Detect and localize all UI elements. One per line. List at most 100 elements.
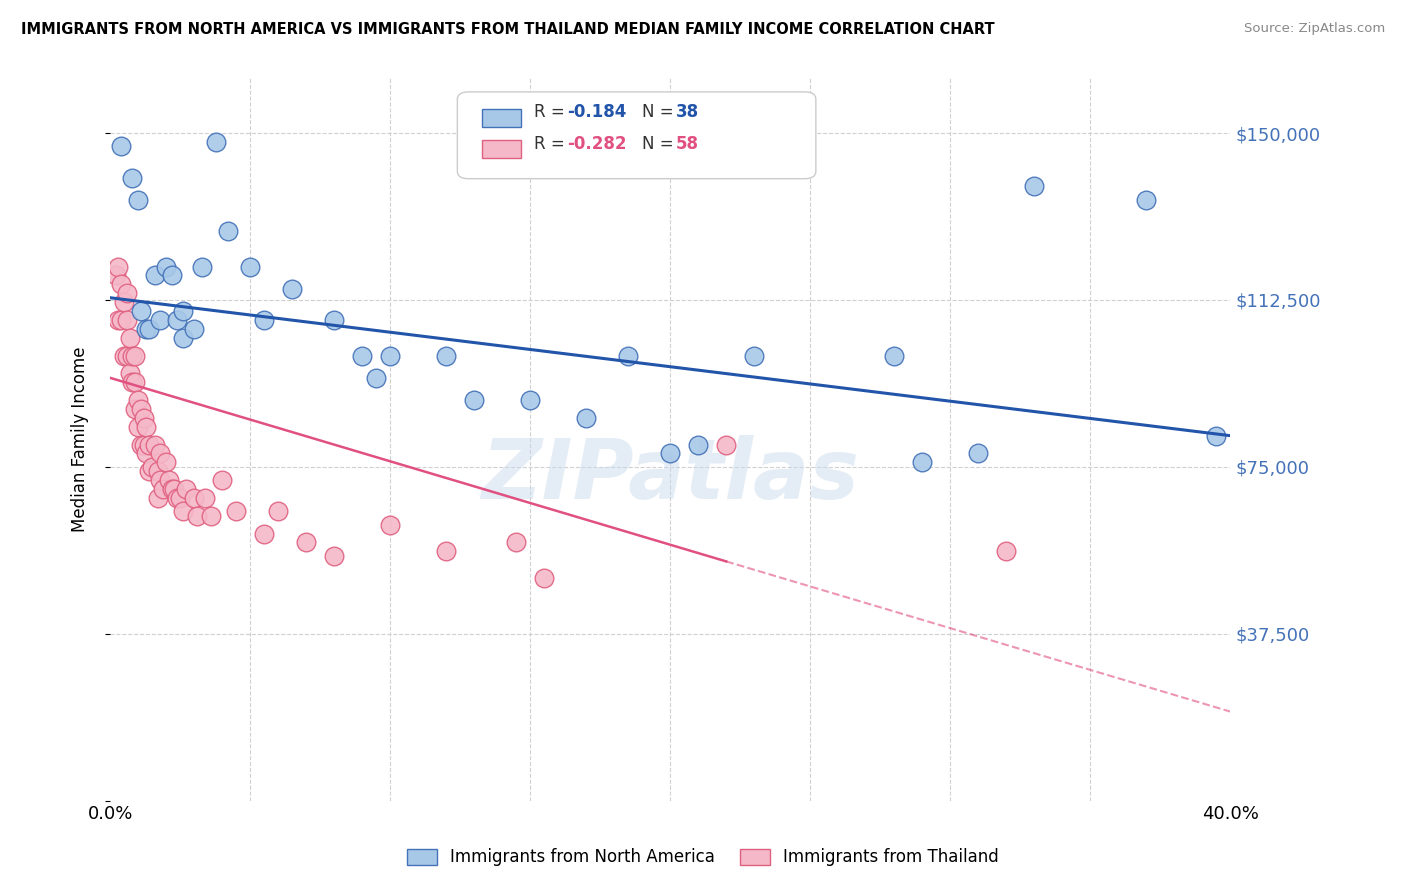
- Point: [378, 349, 401, 363]
- Point: [1205, 428, 1227, 442]
- Text: 38: 38: [676, 103, 699, 121]
- Text: 58: 58: [676, 135, 699, 153]
- Point: [716, 437, 738, 451]
- Point: [146, 464, 169, 478]
- Point: [434, 349, 457, 363]
- FancyBboxPatch shape: [482, 140, 522, 159]
- Point: [124, 402, 146, 417]
- Text: N =: N =: [643, 135, 679, 153]
- Point: [121, 349, 143, 363]
- Point: [124, 376, 146, 390]
- Point: [155, 260, 177, 274]
- Point: [166, 491, 188, 505]
- Point: [129, 437, 152, 451]
- Point: [253, 526, 276, 541]
- Point: [217, 224, 239, 238]
- Text: Source: ZipAtlas.com: Source: ZipAtlas.com: [1244, 22, 1385, 36]
- Point: [138, 322, 160, 336]
- Point: [146, 491, 169, 505]
- Point: [127, 193, 149, 207]
- Point: [115, 313, 138, 327]
- Point: [112, 295, 135, 310]
- Point: [463, 393, 485, 408]
- FancyBboxPatch shape: [457, 92, 815, 178]
- Point: [205, 135, 228, 149]
- Point: [112, 349, 135, 363]
- Point: [110, 313, 132, 327]
- Text: N =: N =: [643, 103, 679, 121]
- Point: [183, 322, 205, 336]
- Text: -0.282: -0.282: [567, 135, 627, 153]
- Point: [742, 349, 765, 363]
- Point: [295, 535, 318, 549]
- Point: [911, 455, 934, 469]
- Point: [155, 455, 177, 469]
- Point: [505, 535, 527, 549]
- Point: [143, 268, 166, 283]
- Point: [172, 304, 194, 318]
- Point: [191, 260, 214, 274]
- Point: [152, 482, 174, 496]
- Y-axis label: Median Family Income: Median Family Income: [72, 346, 89, 532]
- Point: [166, 313, 188, 327]
- Point: [138, 437, 160, 451]
- Point: [107, 260, 129, 274]
- Point: [281, 282, 304, 296]
- Text: ZIPatlas: ZIPatlas: [481, 434, 859, 516]
- Point: [617, 349, 640, 363]
- Point: [519, 393, 541, 408]
- Point: [104, 268, 127, 283]
- Point: [110, 139, 132, 153]
- Point: [688, 437, 710, 451]
- Point: [200, 508, 222, 523]
- Point: [323, 549, 346, 563]
- Point: [115, 349, 138, 363]
- Text: -0.184: -0.184: [567, 103, 627, 121]
- Point: [110, 277, 132, 292]
- Text: R =: R =: [533, 103, 569, 121]
- Point: [141, 459, 163, 474]
- Point: [378, 517, 401, 532]
- FancyBboxPatch shape: [482, 109, 522, 127]
- Point: [121, 376, 143, 390]
- Point: [1024, 179, 1046, 194]
- Point: [143, 437, 166, 451]
- Point: [533, 571, 555, 585]
- Point: [124, 349, 146, 363]
- Point: [225, 504, 247, 518]
- Point: [883, 349, 905, 363]
- Point: [995, 544, 1018, 558]
- Text: R =: R =: [533, 135, 569, 153]
- Point: [323, 313, 346, 327]
- Point: [659, 446, 682, 460]
- Point: [575, 410, 598, 425]
- Point: [967, 446, 990, 460]
- Point: [132, 437, 155, 451]
- Point: [149, 313, 172, 327]
- Point: [366, 371, 388, 385]
- Point: [129, 402, 152, 417]
- Point: [118, 331, 141, 345]
- Point: [253, 313, 276, 327]
- Point: [163, 482, 186, 496]
- Point: [135, 419, 157, 434]
- Point: [267, 504, 290, 518]
- Point: [157, 473, 180, 487]
- Point: [118, 367, 141, 381]
- Point: [172, 504, 194, 518]
- Point: [135, 446, 157, 460]
- Point: [194, 491, 217, 505]
- Point: [434, 544, 457, 558]
- Point: [135, 322, 157, 336]
- Point: [169, 491, 191, 505]
- Point: [352, 349, 374, 363]
- Point: [149, 446, 172, 460]
- Point: [211, 473, 233, 487]
- Point: [129, 304, 152, 318]
- Point: [107, 313, 129, 327]
- Point: [186, 508, 208, 523]
- Point: [115, 286, 138, 301]
- Point: [174, 482, 197, 496]
- Text: IMMIGRANTS FROM NORTH AMERICA VS IMMIGRANTS FROM THAILAND MEDIAN FAMILY INCOME C: IMMIGRANTS FROM NORTH AMERICA VS IMMIGRA…: [21, 22, 994, 37]
- Point: [239, 260, 262, 274]
